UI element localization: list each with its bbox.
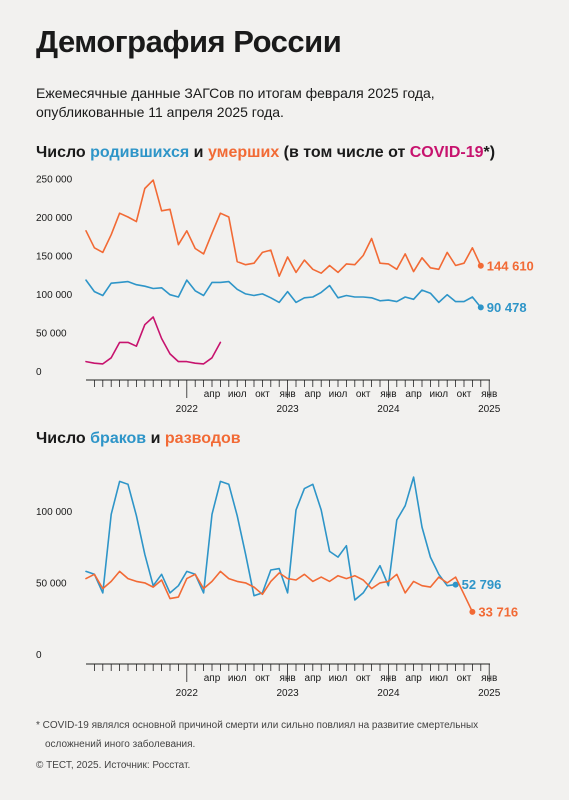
x-tick-label: янв xyxy=(279,673,295,684)
chart1-heading-prefix: Число xyxy=(36,144,91,161)
chart1-heading-and: и xyxy=(189,144,208,161)
y-tick-label: 250 000 xyxy=(36,175,73,186)
x-tick-label: июл xyxy=(329,673,348,684)
x-tick-label: апр xyxy=(405,673,422,684)
y-tick-label: 0 xyxy=(36,367,42,378)
y-tick-label: 50 000 xyxy=(36,579,67,590)
series-end-label: 33 716 xyxy=(478,604,518,619)
series-line-1 xyxy=(85,179,482,277)
x-tick-label: окт xyxy=(457,389,472,400)
y-tick-label: 200 000 xyxy=(36,213,73,224)
x-tick-label: июл xyxy=(228,389,247,400)
footnote: * COVID-19 являлся основной причиной сме… xyxy=(36,716,526,754)
x-tick-label: окт xyxy=(255,673,270,684)
x-tick-label: июл xyxy=(429,673,448,684)
x-tick-label: апр xyxy=(305,673,322,684)
y-tick-label: 100 000 xyxy=(36,290,73,301)
x-tick-label: апр xyxy=(204,673,221,684)
chart1-heading-born: родившихся xyxy=(90,144,190,161)
x-tick-label: окт xyxy=(356,673,371,684)
footnote-line1: * COVID-19 являлся основной причиной сме… xyxy=(36,720,479,731)
chart1-heading-died: умерших xyxy=(207,144,280,161)
series-end-point xyxy=(452,581,459,588)
x-tick-label: окт xyxy=(255,389,270,400)
chart2-heading: Число браков и разводов xyxy=(36,430,241,448)
x-year-label: 2024 xyxy=(377,688,400,699)
x-tick-label: апр xyxy=(305,389,322,400)
x-year-label: 2025 xyxy=(478,404,501,415)
x-year-label: 2022 xyxy=(176,688,199,699)
series-end-label: 144 610 xyxy=(487,258,534,273)
chart1-heading-suffix1: (в том числе от xyxy=(279,144,410,161)
series-line-3 xyxy=(85,316,222,365)
series-end-label: 90 478 xyxy=(487,300,527,315)
x-year-label: 2023 xyxy=(276,688,299,699)
series-line-1 xyxy=(85,476,457,601)
chart1-heading: Число родившихся и умерших (в том числе … xyxy=(36,144,495,162)
series-end-point xyxy=(477,304,484,311)
chart2-heading-prefix: Число xyxy=(36,430,91,447)
y-tick-label: 50 000 xyxy=(36,329,67,340)
chart1-heading-suffix2: *) xyxy=(483,144,496,161)
chart2-heading-marriages: браков xyxy=(90,430,147,447)
copyright: © ТЕСТ, 2025. Источник: Росстат. xyxy=(36,760,191,771)
x-tick-label: янв xyxy=(481,673,497,684)
x-year-label: 2024 xyxy=(377,404,400,415)
x-year-label: 2022 xyxy=(176,404,199,415)
x-tick-label: янв xyxy=(279,389,295,400)
x-tick-label: апр xyxy=(405,389,422,400)
x-tick-label: янв xyxy=(380,673,396,684)
x-year-label: 2025 xyxy=(478,688,501,699)
series-line-2 xyxy=(85,279,482,309)
x-tick-label: июл xyxy=(429,389,448,400)
x-tick-label: апр xyxy=(204,389,221,400)
x-year-label: 2023 xyxy=(276,404,299,415)
series-line-2 xyxy=(85,570,474,613)
page-subtitle: Ежемесячные данные ЗАГСов по итогам февр… xyxy=(36,85,435,120)
chart2-heading-and: и xyxy=(146,430,165,447)
footnote-line2: осложнений иного заболевания. xyxy=(45,739,196,750)
series-end-point xyxy=(477,262,484,269)
series-end-point xyxy=(469,608,476,615)
x-tick-label: июл xyxy=(228,673,247,684)
page-title: Демография России xyxy=(36,24,342,59)
chart1-heading-covid: COVID-19 xyxy=(409,144,484,161)
x-tick-label: окт xyxy=(457,673,472,684)
y-tick-label: 0 xyxy=(36,650,42,661)
series-end-label: 52 796 xyxy=(462,577,502,592)
y-tick-label: 150 000 xyxy=(36,252,73,263)
x-tick-label: окт xyxy=(356,389,371,400)
x-tick-label: янв xyxy=(481,389,497,400)
y-tick-label: 100 000 xyxy=(36,507,73,518)
x-tick-label: июл xyxy=(329,389,348,400)
chart2-heading-divorces: разводов xyxy=(164,430,241,447)
x-tick-label: янв xyxy=(380,389,396,400)
